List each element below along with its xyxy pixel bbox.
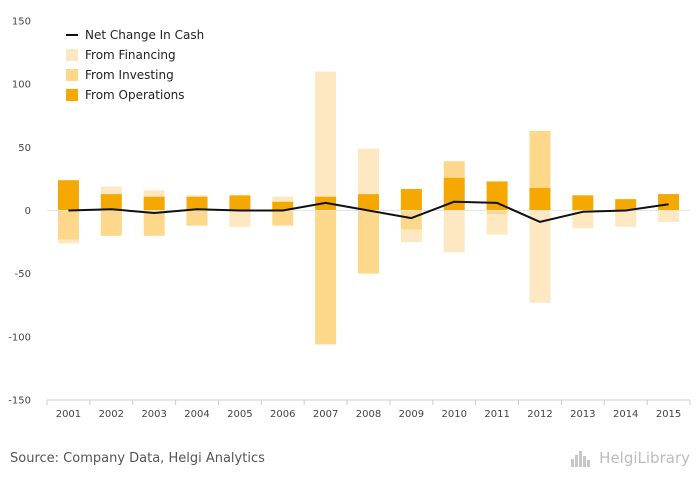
x-tick-label: 2005 (227, 409, 252, 420)
bar-segment (272, 201, 294, 211)
y-tick-label: -50 (15, 269, 31, 280)
bar-segment (400, 229, 422, 243)
bar-segment (358, 194, 379, 211)
x-tick-label: 2014 (613, 409, 638, 420)
y-tick-label: -150 (8, 396, 31, 407)
bar-segment (57, 239, 79, 244)
x-tick-label: 2008 (356, 409, 381, 420)
legend: Net Change In Cash From Financing From Inv… (66, 28, 204, 102)
bar-segment (443, 161, 465, 178)
bar-segment (143, 190, 165, 197)
bar-segment (100, 186, 122, 195)
x-tick-label: 2006 (270, 409, 295, 420)
bar-segment (186, 210, 208, 226)
y-tick-label: -100 (8, 332, 31, 343)
y-tick-label: 50 (18, 143, 31, 154)
bar-segment (400, 210, 422, 230)
legend-swatch (66, 49, 78, 61)
legend-swatch (66, 69, 78, 81)
legend-label: From Operations (85, 88, 185, 102)
x-tick-label: 2007 (313, 409, 338, 420)
bar-segment (272, 196, 294, 202)
x-tick-label: 2015 (656, 409, 681, 420)
bar-segment (486, 210, 508, 215)
bar-segment (272, 210, 294, 226)
bar-segment (143, 210, 165, 236)
x-tick-label: 2013 (570, 409, 595, 420)
bar-segment (529, 130, 551, 188)
bar-segment (315, 71, 337, 197)
bar-segment (100, 194, 122, 211)
source-note: Source: Company Data, Helgi Analytics (10, 451, 265, 466)
x-tick-label: 2003 (141, 409, 166, 420)
x-tick-label: 2012 (527, 409, 552, 420)
legend-label: Net Change In Cash (85, 28, 204, 42)
bar-segment (358, 210, 379, 274)
bar-segment (186, 195, 208, 197)
x-tick-label: 2010 (442, 409, 467, 420)
bar-segment (529, 187, 551, 211)
bar-segment (57, 210, 79, 240)
x-tick-label: 2001 (56, 409, 81, 420)
line-layer (68, 200, 669, 223)
y-tick-label: 100 (12, 80, 31, 91)
net-change-line (68, 200, 669, 223)
bar-segment (229, 195, 251, 211)
bars-layer (57, 71, 680, 345)
bar-segment (572, 195, 594, 211)
y-tick-label: 0 (25, 206, 31, 217)
bar-segment (186, 196, 208, 211)
bar-segment (443, 210, 465, 253)
brand-name: HelgiLibrary (599, 449, 690, 467)
bar-segment (229, 210, 251, 227)
bar-segment (572, 210, 594, 229)
brand-logo: HelgiLibrary (571, 449, 690, 467)
x-tick-label: 2009 (399, 409, 424, 420)
bar-segment (315, 210, 337, 345)
legend-label: From Financing (85, 48, 176, 62)
bar-segment (486, 214, 508, 235)
legend-swatch (66, 89, 78, 101)
x-tick-label: 2002 (99, 409, 124, 420)
bar-segment (529, 210, 551, 303)
bar-segment (143, 196, 165, 211)
bar-segment (658, 210, 680, 222)
city-skyline-icon (571, 451, 591, 467)
legend-label: From Investing (85, 68, 174, 82)
bar-segment (57, 180, 79, 211)
y-tick-label: 150 (12, 17, 31, 28)
x-tick-label: 2004 (184, 409, 209, 420)
bar-segment (615, 210, 637, 227)
bar-segment (358, 148, 379, 195)
bar-segment (658, 194, 680, 211)
bar-segment (400, 189, 422, 211)
x-axis: 2001 2002 2003 2004 2005 2006 2007 2008 2009 2010… (46, 399, 691, 420)
y-axis: 150 100 50 0 -50 -100 -150 (8, 17, 31, 407)
x-tick-label: 2011 (484, 409, 509, 420)
bar-segment (100, 210, 122, 236)
bar-segment (615, 199, 637, 211)
